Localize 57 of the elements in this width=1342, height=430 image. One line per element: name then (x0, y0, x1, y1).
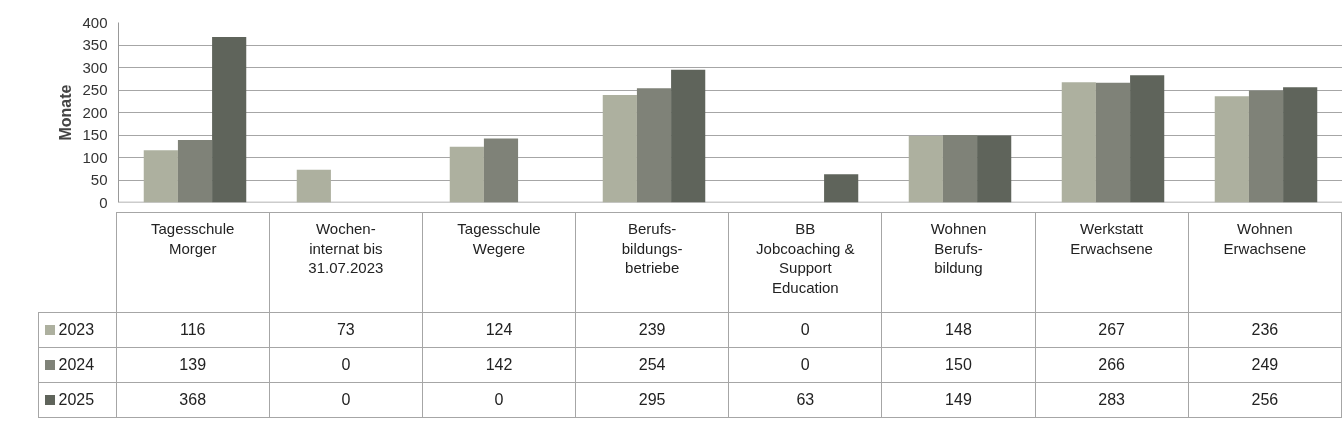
y-tick-label: 350 (82, 36, 108, 53)
bar (177, 139, 213, 203)
y-tick-label: 300 (82, 58, 108, 76)
legend-label: 2025 (38, 382, 117, 418)
bar (824, 174, 859, 203)
bar (483, 138, 519, 203)
data-label: 368 (116, 382, 270, 418)
data-label: 249 (1188, 347, 1342, 383)
x-tick-label: Tagesschule Morger (116, 212, 270, 313)
bar (1283, 87, 1318, 203)
data-label: 149 (881, 382, 1036, 418)
y-tick-label: 150 (82, 126, 108, 143)
data-label: 0 (269, 382, 423, 418)
data-label: 236 (1188, 312, 1342, 348)
bar (1095, 82, 1131, 203)
data-label: 0 (728, 347, 882, 383)
data-label: 116 (116, 312, 270, 348)
data-label: 139 (116, 347, 270, 383)
y-tick-label: 250 (82, 81, 108, 98)
y-tick-label: 200 (82, 103, 108, 121)
data-label: 63 (728, 382, 882, 418)
x-tick-label: Werkstatt Erwachsene (1035, 212, 1189, 313)
data-label: 0 (422, 382, 576, 418)
data-label: 295 (575, 382, 729, 418)
bar (1130, 75, 1165, 203)
data-label: 124 (422, 312, 576, 348)
x-tick-label: Wohnen Erwachsene (1188, 212, 1342, 313)
y-tick-label: 50 (90, 171, 108, 188)
data-label: 256 (1188, 382, 1342, 418)
data-label: 0 (269, 347, 423, 383)
y-axis-title: Monate (57, 84, 75, 141)
bar (942, 135, 978, 203)
data-label: 0 (728, 312, 882, 348)
x-tick-label: Wohnen Berufs- bildung (881, 212, 1036, 313)
y-tick-label: 400 (82, 13, 108, 31)
data-label: 150 (881, 347, 1036, 383)
y-tick-label: 0 (99, 193, 108, 211)
data-label: 142 (422, 347, 576, 383)
legend-label: 2023 (38, 312, 117, 348)
x-tick-label: Wochen- internat bis 31.07.2023 (269, 212, 423, 313)
x-tick-label: BB Jobcoaching & Support Education (728, 212, 882, 313)
data-label: 267 (1035, 312, 1189, 348)
y-tick-label: 100 (82, 148, 108, 166)
data-label: 254 (575, 347, 729, 383)
x-tick-label: Berufs- bildungs- betriebe (575, 212, 729, 313)
data-label: 283 (1035, 382, 1189, 418)
data-label: 266 (1035, 347, 1189, 383)
legend-label: 2024 (38, 347, 117, 383)
data-label: 239 (575, 312, 729, 348)
data-label: 148 (881, 312, 1036, 348)
bar (212, 36, 247, 203)
bar (636, 88, 672, 203)
bar (1248, 90, 1284, 203)
x-tick-label: Tagesschule Wegere (422, 212, 576, 313)
bar (671, 69, 706, 203)
bar (977, 135, 1012, 203)
data-label: 73 (269, 312, 423, 348)
